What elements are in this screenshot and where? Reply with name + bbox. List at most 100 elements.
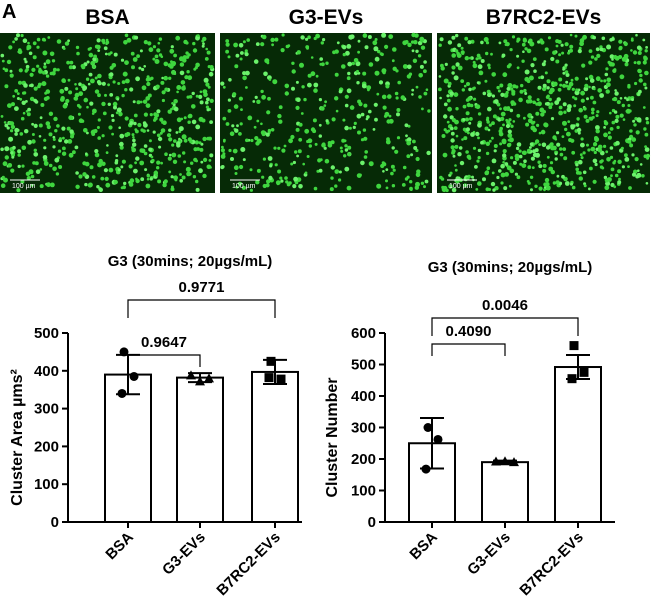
- cell: [143, 144, 148, 148]
- cell: [161, 76, 164, 80]
- cell: [639, 73, 643, 78]
- cell: [423, 185, 426, 189]
- cell: [146, 177, 150, 181]
- cell: [466, 154, 471, 159]
- cell: [156, 166, 160, 170]
- point: [119, 347, 129, 357]
- cell: [132, 57, 138, 62]
- point: [579, 367, 589, 377]
- cell: [566, 131, 571, 137]
- cell: [321, 62, 325, 67]
- cell: [580, 142, 585, 148]
- cell: [629, 129, 633, 133]
- cell: [132, 100, 136, 104]
- cell: [644, 132, 649, 137]
- cell: [467, 96, 472, 101]
- cell: [630, 49, 633, 52]
- cell: [170, 187, 175, 192]
- cell: [474, 105, 478, 109]
- cell: [205, 82, 210, 87]
- cell: [499, 107, 502, 111]
- cell: [126, 132, 131, 137]
- cell: [538, 143, 541, 147]
- cell: [511, 89, 516, 94]
- cell: [563, 110, 567, 114]
- cell: [295, 105, 300, 110]
- cell: [441, 134, 446, 138]
- cell: [596, 53, 601, 59]
- cell: [616, 125, 620, 130]
- cell: [357, 130, 361, 135]
- cell: [449, 91, 454, 96]
- cell: [113, 105, 117, 110]
- cell: [150, 155, 154, 159]
- cell: [343, 154, 347, 158]
- cell: [136, 54, 141, 58]
- cell: [40, 103, 45, 107]
- cell: [505, 118, 509, 122]
- cell: [241, 185, 246, 190]
- cell: [496, 175, 500, 180]
- cell: [170, 175, 174, 179]
- cell: [156, 48, 161, 53]
- cell: [502, 153, 507, 158]
- cell: [94, 149, 99, 154]
- cell: [347, 90, 351, 93]
- cell: [448, 184, 453, 189]
- cell: [363, 155, 368, 159]
- cell: [490, 181, 496, 187]
- cell: [198, 94, 203, 99]
- cell: [73, 96, 79, 101]
- cell: [638, 78, 643, 83]
- cell: [579, 153, 583, 157]
- cell: [121, 80, 126, 84]
- cell: [143, 40, 148, 45]
- cell: [97, 93, 101, 98]
- cell: [290, 134, 295, 140]
- cell: [176, 117, 182, 123]
- cell: [606, 82, 611, 88]
- cell: [129, 87, 134, 92]
- cell: [644, 147, 650, 153]
- cell: [3, 121, 7, 124]
- cell: [18, 68, 23, 73]
- cell: [305, 37, 309, 41]
- cell: [36, 45, 40, 49]
- cell: [605, 150, 609, 154]
- cell: [618, 177, 621, 181]
- cell: [500, 172, 506, 178]
- cell: [510, 100, 515, 105]
- cell: [508, 122, 512, 126]
- cell: [476, 81, 480, 85]
- cell: [351, 61, 355, 66]
- cell: [4, 68, 9, 73]
- cell: [43, 65, 47, 69]
- cell: [539, 107, 545, 113]
- cell: [96, 126, 100, 129]
- cell: [48, 163, 53, 168]
- cell: [347, 61, 353, 67]
- cell: [281, 148, 286, 153]
- cell: [168, 137, 173, 142]
- cell: [381, 68, 387, 73]
- cell: [405, 134, 408, 138]
- cell: [455, 62, 460, 67]
- cell: [505, 123, 511, 129]
- cell: [4, 146, 10, 152]
- cell: [101, 101, 106, 107]
- cell: [2, 67, 6, 70]
- cell: [637, 93, 640, 96]
- cell: [561, 174, 565, 179]
- cell: [580, 156, 584, 160]
- cell: [447, 106, 452, 112]
- cell: [97, 162, 103, 168]
- cell: [394, 91, 399, 96]
- cell: [260, 42, 265, 47]
- cell: [394, 149, 399, 154]
- cell: [614, 55, 620, 61]
- cell: [90, 60, 96, 66]
- cell: [185, 41, 189, 45]
- cell: [52, 135, 56, 139]
- cell: [344, 148, 349, 152]
- cell: [17, 149, 22, 154]
